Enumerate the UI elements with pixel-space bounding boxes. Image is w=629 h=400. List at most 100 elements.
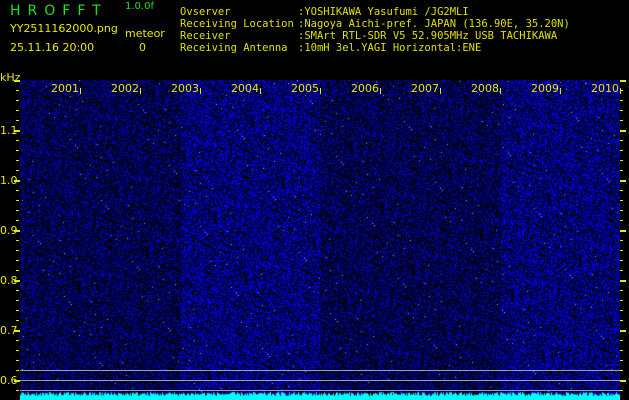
y-tick <box>620 260 623 261</box>
y-tick <box>16 140 19 141</box>
y-tick <box>620 100 623 101</box>
y-tick <box>620 220 623 221</box>
y-tick <box>16 360 19 361</box>
y-tick-label: 0.6 <box>0 374 18 387</box>
y-tick <box>620 80 626 82</box>
y-tick-label: 0.8 <box>0 274 18 287</box>
y-tick <box>16 290 19 291</box>
y-tick <box>16 210 19 211</box>
y-tick <box>16 120 19 121</box>
y-tick <box>620 320 623 321</box>
x-tick-label: 2002 <box>111 82 139 95</box>
y-tick <box>620 210 623 211</box>
y-tick <box>16 370 19 371</box>
y-tick <box>16 110 19 111</box>
y-tick <box>16 260 19 261</box>
y-tick <box>620 290 623 291</box>
x-tick <box>500 88 501 94</box>
meteor-label: meteor <box>125 27 165 40</box>
y-tick <box>16 160 19 161</box>
y-tick <box>14 330 20 332</box>
y-tick <box>620 130 626 132</box>
y-tick <box>14 380 20 382</box>
y-tick <box>14 230 20 232</box>
y-tick <box>620 340 623 341</box>
y-tick <box>16 350 19 351</box>
y-tick <box>620 230 626 232</box>
app-title: HROFFT <box>10 3 108 19</box>
meteor-count: 0 <box>139 41 146 54</box>
x-tick-label: 2006 <box>351 82 379 95</box>
marker-line <box>20 370 620 371</box>
x-tick <box>560 88 561 94</box>
x-tick <box>380 88 381 94</box>
x-tick-label: 2003 <box>171 82 199 95</box>
y-tick <box>16 170 19 171</box>
x-tick-label: 2009 <box>531 82 559 95</box>
info-label-location: Receiving Location <box>180 18 294 30</box>
y-tick <box>620 150 623 151</box>
y-tick <box>620 90 623 91</box>
y-tick-label: 0.9 <box>0 224 18 237</box>
y-tick <box>620 350 623 351</box>
y-tick <box>620 140 623 141</box>
y-tick <box>16 100 19 101</box>
y-tick <box>620 190 623 191</box>
x-tick-label: 2001 <box>51 82 79 95</box>
y-tick <box>16 240 19 241</box>
datetime-label: 25.11.16 20:00 <box>10 41 95 54</box>
y-tick <box>16 390 19 391</box>
spectrogram <box>20 80 620 400</box>
x-tick <box>200 88 201 94</box>
y-tick <box>620 330 626 332</box>
y-tick-label: 1.1 <box>0 124 18 137</box>
y-axis-unit: kHz <box>0 71 21 84</box>
info-value-receiver: :SMArt RTL-SDR V5 52.905MHz USB TACHIKAW… <box>298 30 558 42</box>
x-tick <box>620 88 621 94</box>
info-value-observer: :YOSHIKAWA Yasufumi /JG2MLI <box>298 6 469 18</box>
x-tick <box>80 88 81 94</box>
y-tick <box>620 380 626 382</box>
y-tick <box>620 170 623 171</box>
marker-line <box>20 390 620 391</box>
version-label: 1.0.0f <box>125 1 154 12</box>
y-tick-label: 1.0 <box>0 174 18 187</box>
y-tick <box>620 310 623 311</box>
y-tick <box>620 110 623 111</box>
y-tick <box>620 280 626 282</box>
x-tick-label: 2007 <box>411 82 439 95</box>
y-tick <box>16 320 19 321</box>
x-tick <box>440 88 441 94</box>
y-tick <box>620 270 623 271</box>
y-tick <box>620 370 623 371</box>
y-tick <box>620 160 623 161</box>
info-label-observer: Ovserver <box>180 6 231 18</box>
x-tick-label: 2010 <box>591 82 619 95</box>
y-tick <box>620 240 623 241</box>
x-tick-label: 2004 <box>231 82 259 95</box>
y-tick <box>16 90 19 91</box>
x-tick <box>140 88 141 94</box>
info-value-location: :Nagoya Aichi-pref. JAPAN (136.90E, 35.2… <box>298 18 570 30</box>
y-tick <box>14 80 20 82</box>
y-tick <box>14 130 20 132</box>
marker-line <box>20 380 620 381</box>
y-tick <box>16 300 19 301</box>
filename-label: YY2511162000.png <box>10 22 118 35</box>
y-tick <box>620 250 623 251</box>
y-tick <box>620 120 623 121</box>
y-tick <box>16 200 19 201</box>
y-tick <box>16 340 19 341</box>
x-tick <box>320 88 321 94</box>
y-tick-label: 0.7 <box>0 324 18 337</box>
y-tick <box>620 300 623 301</box>
y-tick <box>14 180 20 182</box>
x-tick <box>260 88 261 94</box>
y-tick <box>620 180 626 182</box>
y-tick <box>16 270 19 271</box>
info-value-antenna: :10mH 3el.YAGI Horizontal:ENE <box>298 42 482 54</box>
y-tick <box>620 200 623 201</box>
x-tick-label: 2008 <box>471 82 499 95</box>
y-tick <box>16 310 19 311</box>
y-tick <box>620 390 623 391</box>
